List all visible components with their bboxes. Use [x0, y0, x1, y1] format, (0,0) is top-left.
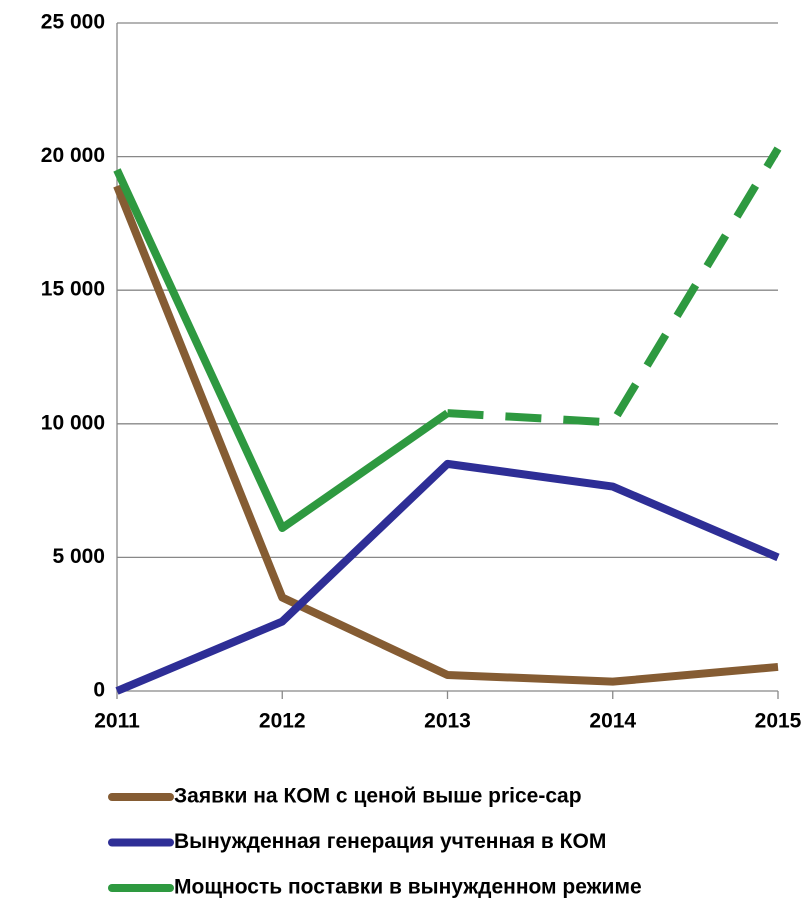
x-tick-label: 2014: [589, 710, 636, 733]
y-tick-label: 5 000: [52, 545, 105, 568]
y-tick-label: 10 000: [41, 411, 105, 434]
series-line: [113, 168, 450, 533]
series-line: [447, 146, 782, 427]
series-line: [113, 184, 779, 686]
legend-label: Мощность поставки в вынужденном режиме: [174, 876, 642, 899]
series-line: [115, 459, 780, 695]
y-tick-label: 20 000: [41, 144, 105, 167]
y-tick-label: 15 000: [41, 278, 105, 301]
legend-label: Заявки на КОМ с ценой выше price-cap: [174, 785, 582, 808]
y-tick-label: 0: [93, 679, 105, 702]
legend-label: Вынужденная генерация учтенная в КОМ: [174, 830, 606, 853]
y-tick-label: 25 000: [41, 11, 105, 34]
x-tick-label: 2012: [259, 710, 306, 733]
x-tick-label: 2013: [424, 710, 471, 733]
x-tick-label: 2011: [94, 710, 140, 733]
x-tick-label: 2015: [755, 710, 802, 733]
